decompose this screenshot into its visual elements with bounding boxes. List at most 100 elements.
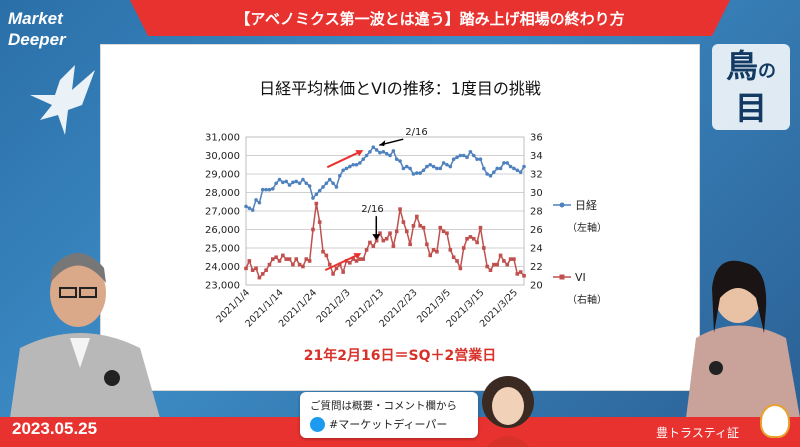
vi-point [277,259,282,263]
trend-arrow [326,150,362,169]
vi-point [401,220,406,224]
vi-point [358,257,362,261]
nikkei-point [250,208,255,212]
nikkei-point [304,181,309,186]
lightbulb-icon [760,404,790,438]
right-tick-label: 24 [530,244,543,255]
nikkei-point [324,181,329,186]
nikkei-point [287,183,292,187]
nikkei-point [502,161,506,165]
vi-point [274,255,278,260]
nikkei-point [334,185,339,189]
nikkei-point [244,204,248,209]
left-tick-label: 27,000 [205,207,240,218]
nikkei-point [455,155,459,160]
nikkei-point [281,180,285,185]
vi-point [515,272,520,276]
vi-point [321,249,325,254]
vi-point [381,238,386,243]
left-tick-label: 31,000 [205,133,240,144]
nikkei-point [297,181,302,186]
title-text: 【アベノミクス第一波とは違う】踏み上げ相場の終わり方 [235,9,625,28]
vi-point [378,231,382,235]
nikkei-point [274,181,278,186]
broadcast-date: 2023.05.25 [12,419,98,438]
nikkei-point [421,168,426,173]
nikkei-point [358,161,362,165]
nikkei-point [482,166,486,171]
market-deeper-logo: Market Deeper [8,8,66,50]
question-text: ご質問は概要・コメント欄から [310,400,457,412]
vi-point [465,236,469,241]
vi-point [522,273,526,278]
vi-point [404,229,409,234]
vi-point [307,259,312,263]
left-tick-label: 24,000 [205,262,240,273]
legend-marker [559,274,565,280]
nikkei-point [404,164,409,169]
nikkei-point [518,170,523,174]
nikkei-point [435,166,439,171]
nikkei-point [327,177,332,182]
vi-point [438,225,443,230]
vi-point [441,229,446,234]
vi-point [468,235,473,239]
nikkei-point [321,185,325,189]
vi-point [398,207,402,211]
annotation-label: 2/16 [361,204,383,215]
vi-point [337,262,342,267]
presenter-right-image [686,260,800,418]
right-tick-label: 36 [530,133,543,144]
vi-point [348,261,352,265]
no-char: の [758,61,776,82]
vi-point [431,248,436,252]
nikkei-point [388,153,392,158]
nikkei-point [465,155,469,160]
vi-point [498,253,503,258]
nikkei-point [448,164,453,169]
nikkei-point [508,164,513,169]
nikkei-point [398,159,402,163]
annotation-label: 2/16 [405,127,427,138]
right-tick-label: 22 [530,262,543,273]
vi-point [418,224,422,228]
nikkei-point [267,187,272,192]
vi-point [478,225,483,230]
nikkei-point [270,187,275,191]
vi-point [421,225,426,230]
vi-point [368,240,372,245]
vi-point [518,270,523,274]
nikkei-point [341,168,345,173]
nikkei-point [428,162,433,167]
me-char: 目 [734,89,767,127]
vi-point [311,227,315,232]
vi-point [458,266,463,271]
nikkei-point [478,157,483,161]
vi-point [384,236,389,241]
vi-point [512,257,516,261]
annotation-arrowhead [379,140,386,147]
logo-line-1: Market [8,9,63,28]
vi-point [475,240,479,245]
nikkei-point [445,162,449,167]
vi-point [244,266,248,271]
nikkei-point [314,192,319,197]
nikkei-point [401,166,406,171]
bird-icon [30,65,95,135]
nikkei-point [294,179,299,184]
nikkei-point [277,177,282,182]
brand-label: 豊トラスティ証 [656,426,740,440]
nikkei-point [461,153,466,158]
nikkei-point [475,157,479,161]
vi-point [505,262,510,267]
nikkei-point [311,196,315,200]
vi-point [471,236,476,241]
vi-point [415,214,419,219]
legend-label: VI [575,271,586,284]
vi-point [394,229,399,234]
vi-point [461,246,466,250]
vi-point [425,242,429,247]
nikkei-point [522,164,526,169]
nikkei-point [505,161,510,165]
nikkei-point [515,168,520,173]
